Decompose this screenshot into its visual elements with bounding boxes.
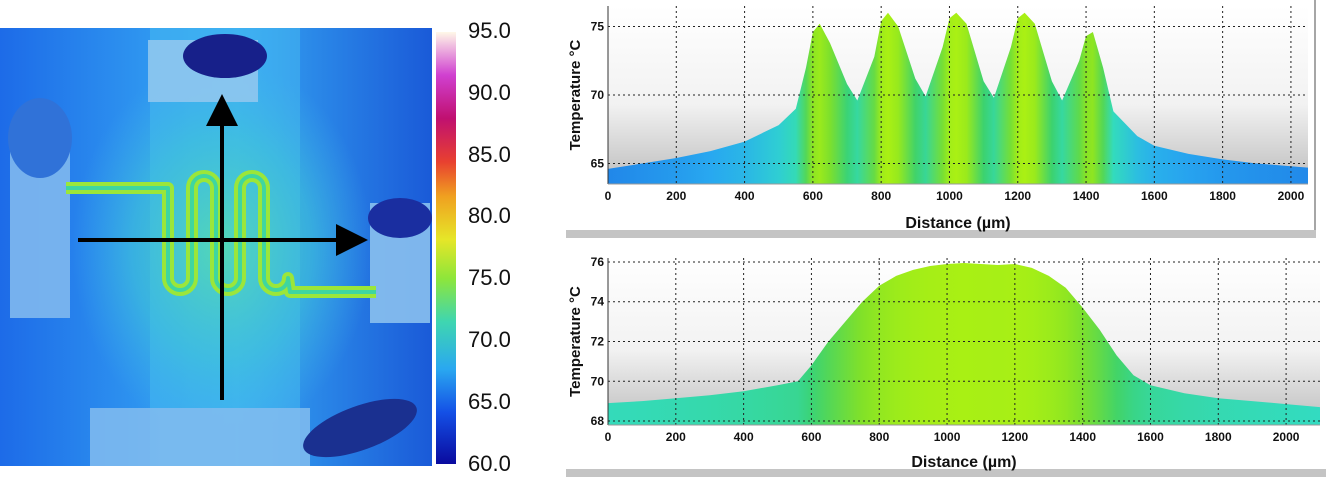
colorbar — [436, 32, 456, 464]
colorbar-tick-label: 60.0 — [468, 450, 511, 476]
y-tick-label: 70 — [591, 374, 605, 388]
colorbar-tick-label: 70.0 — [468, 327, 511, 352]
x-tick-label: 0 — [605, 430, 612, 444]
x-tick-label: 600 — [803, 189, 823, 203]
y-axis-label: Temperature °C — [567, 286, 584, 397]
colorbar-tick-label: 85.0 — [468, 141, 511, 167]
x-tick-label: 200 — [666, 189, 686, 203]
x-axis-label: Distance (µm) — [911, 454, 1016, 471]
x-tick-label: 1000 — [936, 189, 963, 203]
x-tick-label: 1600 — [1141, 189, 1168, 203]
colorbar-tick-label: 80.0 — [468, 203, 511, 229]
colorbar-tick-label: 65.0 — [468, 388, 511, 414]
y-tick-label: 72 — [591, 335, 605, 349]
x-tick-label: 1800 — [1209, 189, 1236, 203]
y-axis-label: Temperature °C — [567, 39, 584, 150]
x-tick-label: 200 — [666, 430, 686, 444]
x-tick-label: 2000 — [1273, 430, 1300, 444]
y-tick-label: 74 — [591, 295, 605, 309]
temperature-profile-area — [608, 12, 1308, 184]
x-axis-label: Distance (µm) — [905, 215, 1010, 232]
x-tick-label: 1400 — [1073, 189, 1100, 203]
y-tick-label: 65 — [591, 156, 605, 170]
y-tick-label: 70 — [591, 88, 605, 102]
x-tick-label: 1200 — [1002, 430, 1029, 444]
chart-vertical-profile: 0 200 400 600 800 1000 1200 1400 1600 1800 2000 68 7… — [566, 255, 1326, 477]
temperature-profile-area — [608, 263, 1320, 425]
x-tick-label: 800 — [869, 430, 889, 444]
thermal-image — [0, 28, 432, 466]
colorbar-tick-label: 95.0 — [468, 18, 511, 43]
x-tick-label: 400 — [734, 430, 754, 444]
y-tick-label: 76 — [591, 255, 605, 269]
x-tick-label: 0 — [605, 189, 612, 203]
colorbar-tick-label: 90.0 — [468, 79, 511, 105]
x-tick-label: 1800 — [1205, 430, 1232, 444]
colorbar-tick-label: 75.0 — [468, 265, 511, 291]
x-tick-label: 1200 — [1004, 189, 1031, 203]
x-tick-label: 400 — [735, 189, 755, 203]
x-tick-label: 800 — [871, 189, 891, 203]
y-tick-label: 68 — [591, 414, 605, 428]
y-tick-label: 75 — [591, 20, 605, 34]
x-tick-label: 2000 — [1278, 189, 1305, 203]
x-tick-label: 600 — [801, 430, 821, 444]
x-tick-label: 1600 — [1137, 430, 1164, 444]
x-tick-label: 1400 — [1069, 430, 1096, 444]
x-tick-label: 1000 — [934, 430, 961, 444]
chart-horizontal-profile: 0 200 400 600 800 1000 1200 1400 1600 1800 2000 65 7… — [566, 0, 1316, 238]
